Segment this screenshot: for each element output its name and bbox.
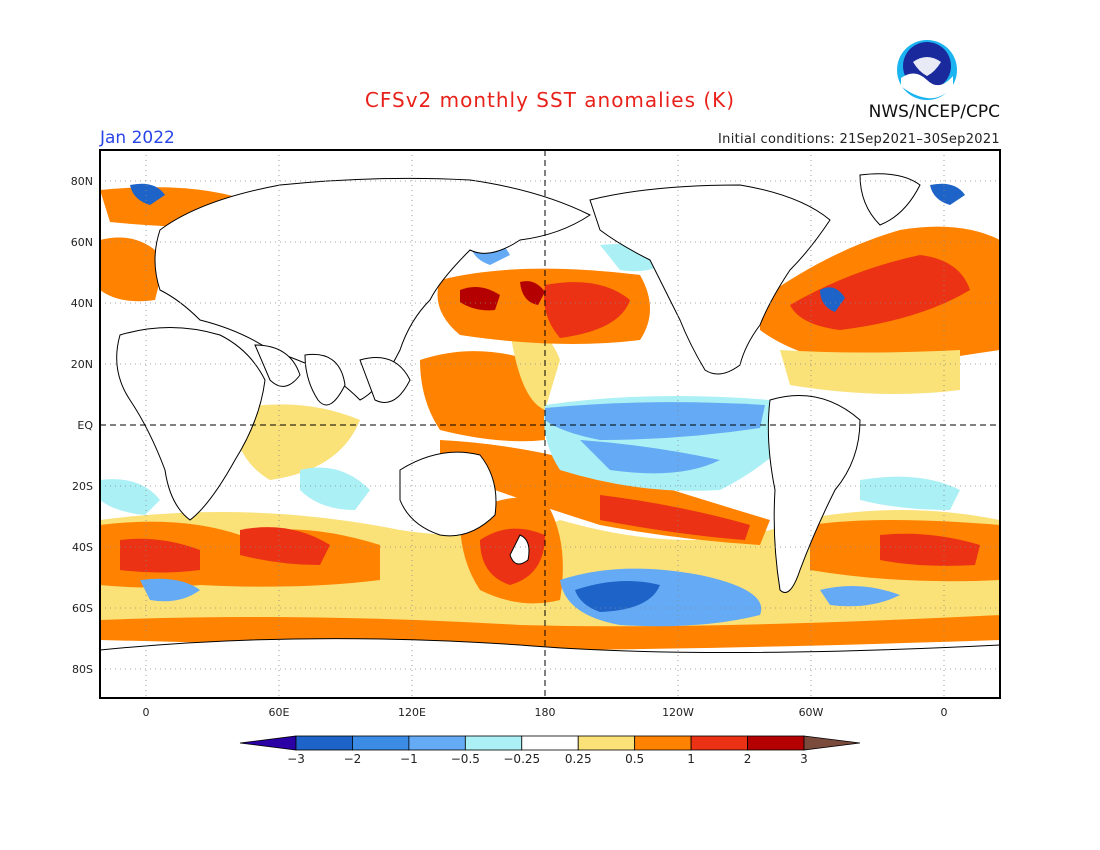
colorbar-tick-label: 3 bbox=[800, 752, 808, 766]
land-india bbox=[254, 344, 346, 406]
land-eurasia bbox=[154, 177, 591, 401]
lat-label: 20N bbox=[71, 358, 93, 371]
lon-label: 0 bbox=[143, 706, 150, 719]
land-antarctica bbox=[100, 638, 1000, 698]
colorbar-swatch bbox=[521, 735, 579, 751]
colorbar-tick-label: −0.5 bbox=[451, 752, 480, 766]
lat-label: 40S bbox=[72, 541, 93, 554]
colorbar-swatch bbox=[408, 735, 466, 751]
lat-label: 80S bbox=[72, 663, 93, 676]
land-se-asia bbox=[359, 357, 411, 403]
latitude-labels: 80N 60N 40N 20N EQ 20S 40S 60S 80S bbox=[71, 175, 94, 676]
colorbar-swatch bbox=[464, 735, 523, 751]
lon-label: 0 bbox=[941, 706, 948, 719]
lon-label: 120W bbox=[662, 706, 694, 719]
lon-label: 60E bbox=[269, 706, 290, 719]
colorbar-swatch bbox=[747, 735, 805, 751]
colorbar-tick-label: −1 bbox=[400, 752, 418, 766]
longitude-labels: 0 60E 120E 180 120W 60W 0 bbox=[143, 706, 948, 719]
colorbar-swatch bbox=[577, 735, 636, 751]
map-grid bbox=[100, 150, 1000, 698]
valid-month: Jan 2022 bbox=[100, 128, 175, 148]
colorbar-swatch bbox=[690, 735, 748, 751]
lon-label: 180 bbox=[535, 706, 556, 719]
lat-label: 40N bbox=[71, 297, 93, 310]
colorbar-tick-label: −3 bbox=[287, 752, 305, 766]
colorbar-min-triangle bbox=[239, 735, 297, 751]
lon-label: 120E bbox=[398, 706, 426, 719]
colorbar-swatch bbox=[295, 735, 353, 751]
land-greenland bbox=[859, 173, 921, 226]
map-frame bbox=[99, 149, 1001, 699]
lat-label: EQ bbox=[77, 419, 93, 432]
noaa-logo-icon bbox=[897, 40, 957, 100]
colorbar-max-triangle bbox=[803, 735, 861, 751]
colorbar-swatch bbox=[352, 735, 410, 751]
lon-label: 60W bbox=[799, 706, 824, 719]
land-new-zealand bbox=[509, 534, 530, 565]
map-title: CFSv2 monthly SST anomalies (K) bbox=[364, 88, 736, 112]
lat-label: 60S bbox=[72, 602, 93, 615]
colorbar-swatch bbox=[634, 735, 692, 751]
initial-conditions: Initial conditions: 21Sep2021–30Sep2021 bbox=[718, 132, 1000, 147]
agency-label: NWS/NCEP/CPC bbox=[868, 102, 1000, 122]
colorbar-tick-label: 0.25 bbox=[565, 752, 592, 766]
lat-label: 60N bbox=[71, 236, 93, 249]
lat-label: 80N bbox=[71, 175, 93, 188]
land-africa bbox=[116, 327, 266, 521]
colorbar-tick-label: −2 bbox=[344, 752, 362, 766]
colorbar-tick-label: 1 bbox=[687, 752, 695, 766]
colorbar-tick-label: 2 bbox=[744, 752, 752, 766]
continent-outlines bbox=[100, 173, 1000, 698]
land-south-america bbox=[767, 395, 861, 593]
land-australia bbox=[399, 451, 497, 537]
lat-label: 20S bbox=[72, 480, 93, 493]
colorbar-tick-label: 0.5 bbox=[625, 752, 644, 766]
colorbar-tick-label: −0.25 bbox=[503, 752, 540, 766]
land-north-america bbox=[589, 184, 831, 375]
colorbar: −3 −2 −1 −0.5 −0.25 0.25 0.5 1 2 3 bbox=[239, 735, 861, 766]
